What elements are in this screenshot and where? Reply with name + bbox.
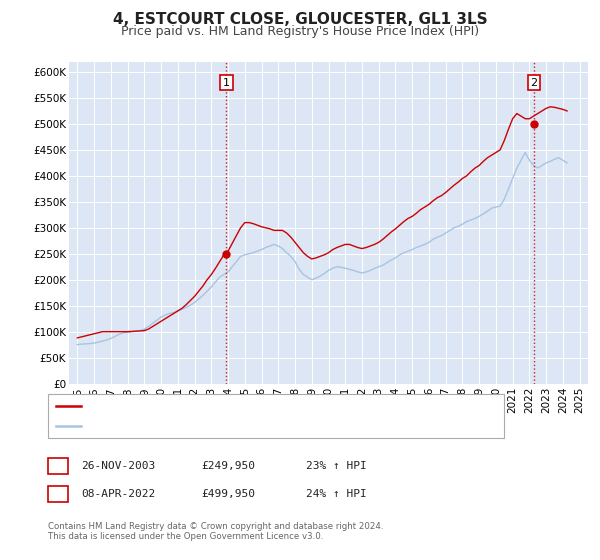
Text: Contains HM Land Registry data © Crown copyright and database right 2024.
This d: Contains HM Land Registry data © Crown c… [48,522,383,542]
Text: 4, ESTCOURT CLOSE, GLOUCESTER, GL1 3LS: 4, ESTCOURT CLOSE, GLOUCESTER, GL1 3LS [113,12,487,27]
Text: £249,950: £249,950 [201,461,255,471]
Text: 24% ↑ HPI: 24% ↑ HPI [306,489,367,499]
Text: 23% ↑ HPI: 23% ↑ HPI [306,461,367,471]
Text: 4, ESTCOURT CLOSE, GLOUCESTER, GL1 3LS (detached house): 4, ESTCOURT CLOSE, GLOUCESTER, GL1 3LS (… [86,401,397,411]
Text: 08-APR-2022: 08-APR-2022 [81,489,155,499]
Text: 1: 1 [223,77,230,87]
Text: 2: 2 [530,77,538,87]
Text: £499,950: £499,950 [201,489,255,499]
Text: Price paid vs. HM Land Registry's House Price Index (HPI): Price paid vs. HM Land Registry's House … [121,25,479,39]
Text: 2: 2 [55,489,61,499]
Text: 1: 1 [55,461,61,471]
Text: 26-NOV-2003: 26-NOV-2003 [81,461,155,471]
Text: HPI: Average price, detached house, Gloucester: HPI: Average price, detached house, Glou… [86,421,324,431]
